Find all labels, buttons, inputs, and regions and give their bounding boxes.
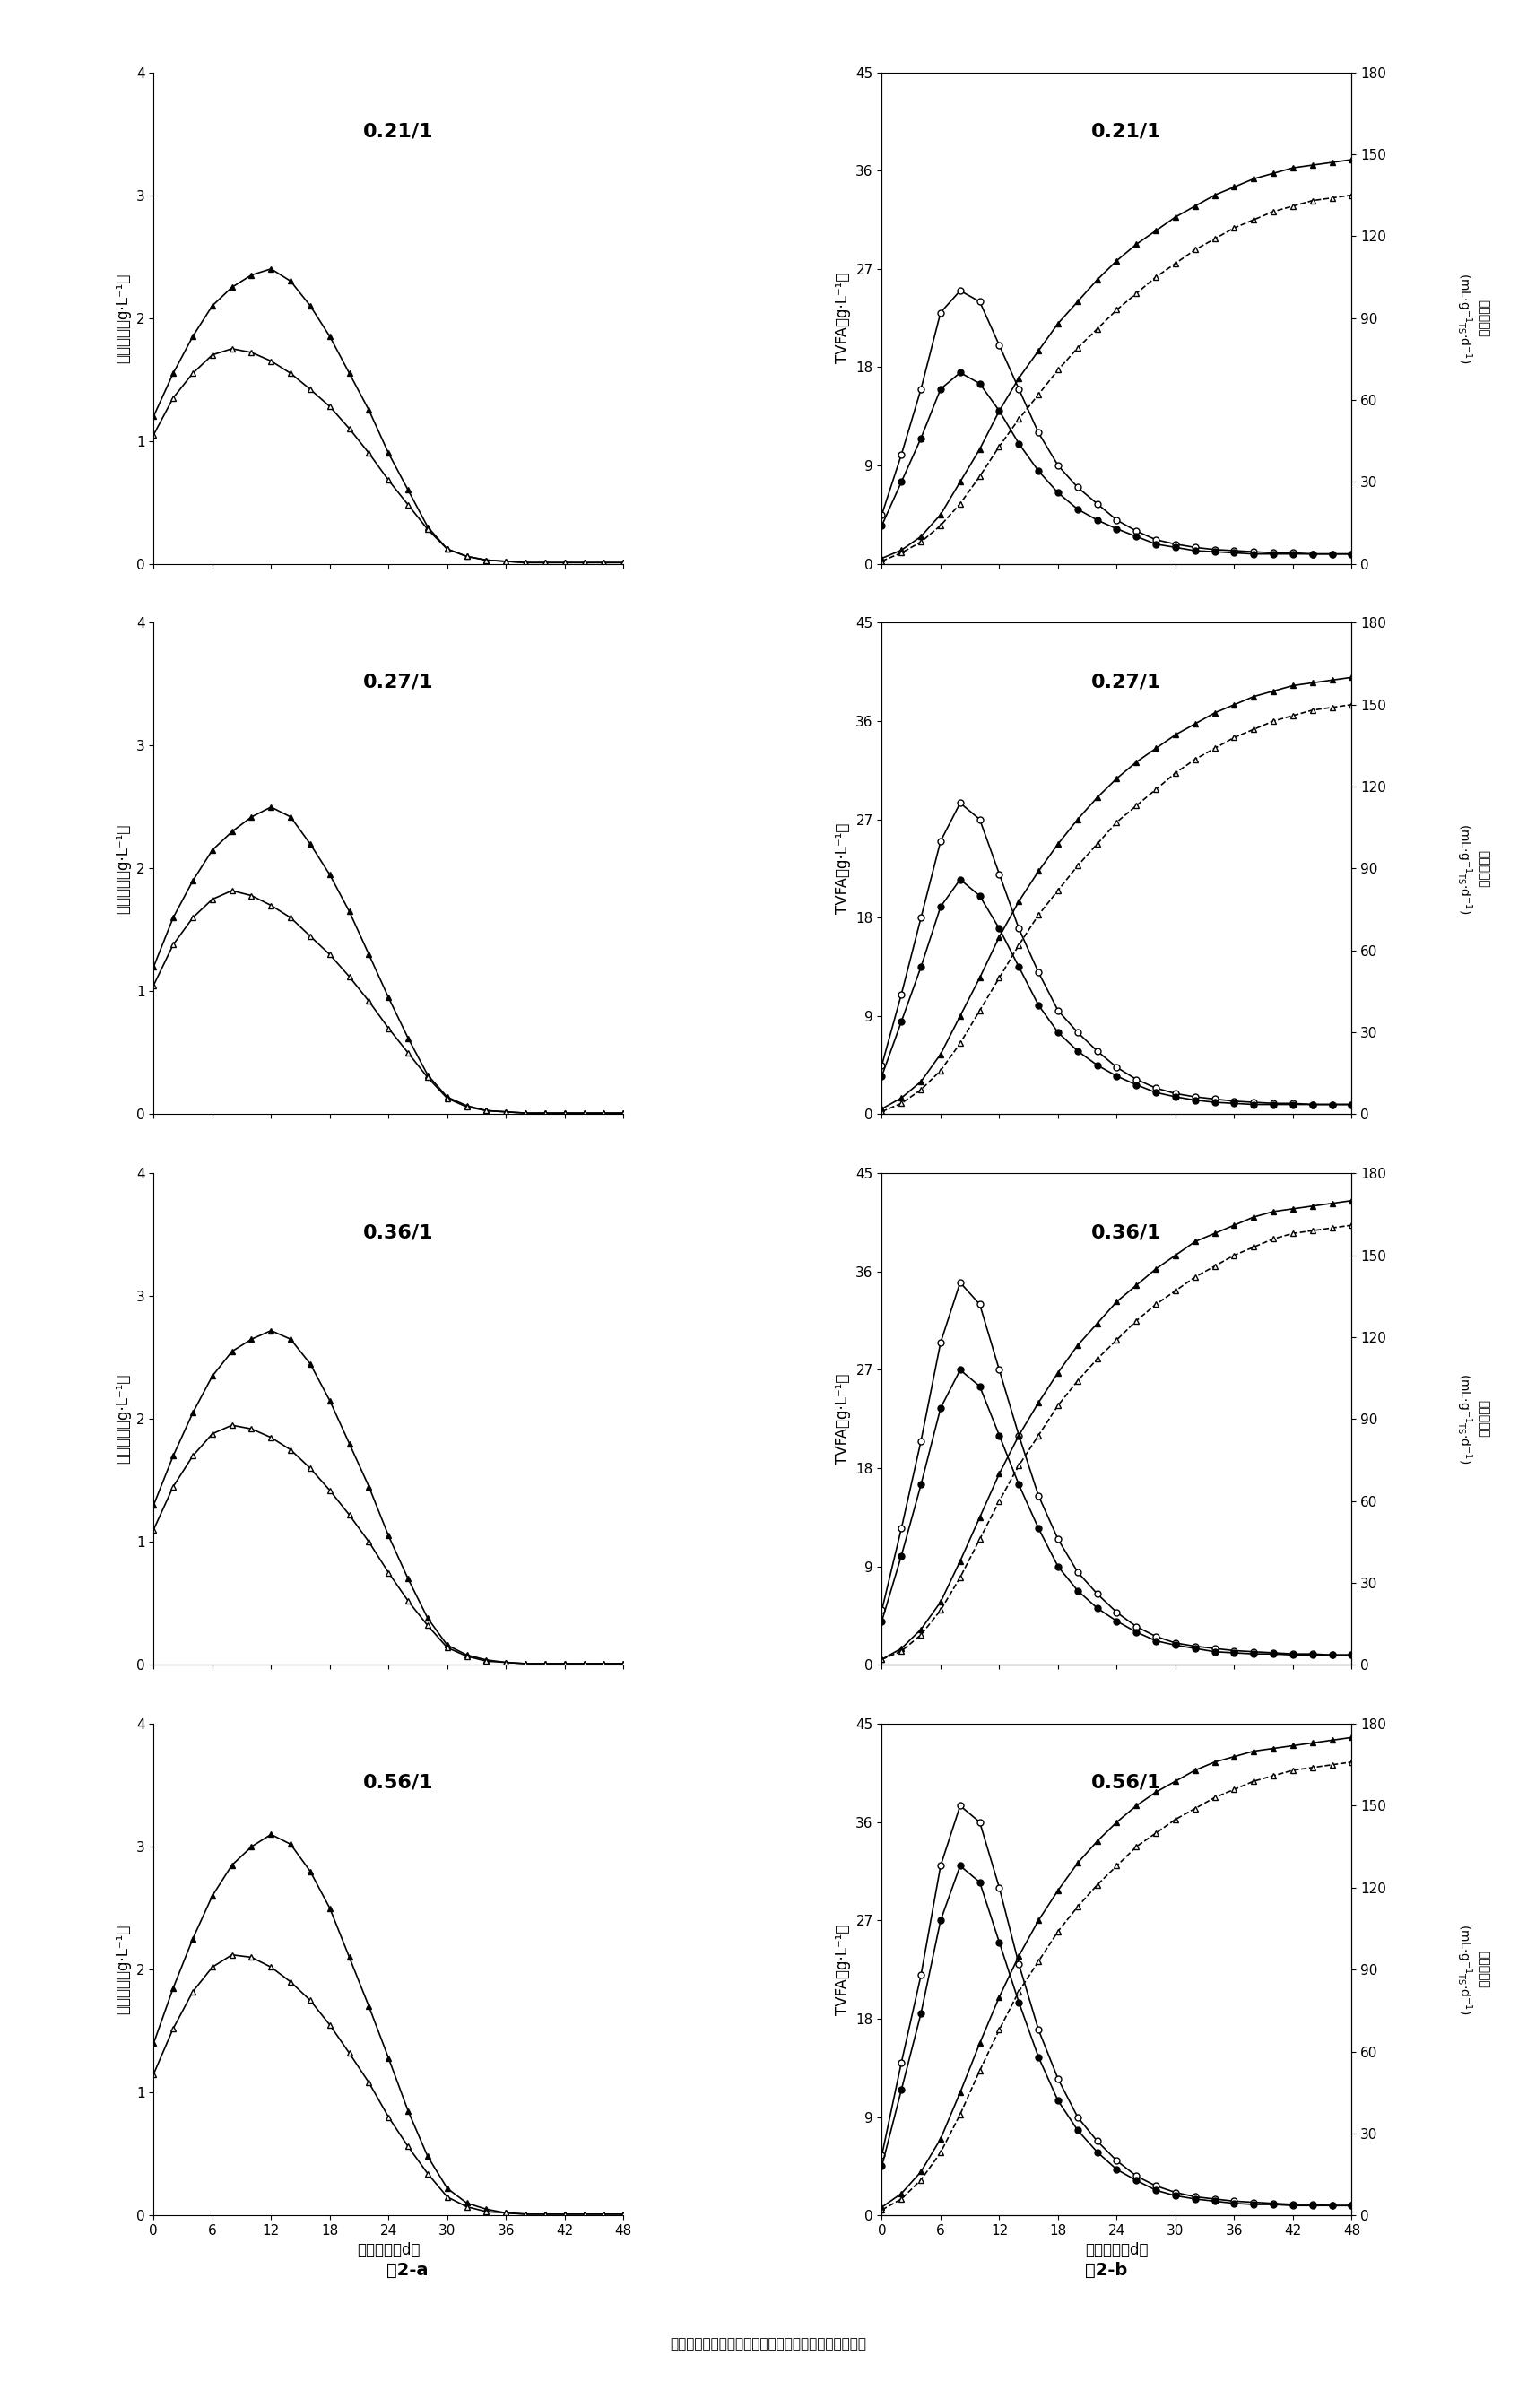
X-axis label: 发酵时间（d）: 发酵时间（d） [356,2242,421,2259]
Y-axis label: 乙醇浓度（g·L⁻¹）: 乙醇浓度（g·L⁻¹） [115,1375,131,1464]
Y-axis label: 甲烷积产量
(mL·g$^{-1}$$_{\mathrm{TS}}$·d$^{-1}$): 甲烷积产量 (mL·g$^{-1}$$_{\mathrm{TS}}$·d$^{-… [1455,1373,1490,1464]
Y-axis label: TVFA（g·L⁻¹）: TVFA（g·L⁻¹） [834,272,851,364]
Y-axis label: 甲烷积产量
(mL·g$^{-1}$$_{\mathrm{TS}}$·d$^{-1}$): 甲烷积产量 (mL·g$^{-1}$$_{\mathrm{TS}}$·d$^{-… [1455,272,1490,364]
Y-axis label: 甲烷积产量
(mL·g$^{-1}$$_{\mathrm{TS}}$·d$^{-1}$): 甲烷积产量 (mL·g$^{-1}$$_{\mathrm{TS}}$·d$^{-… [1455,1924,1490,2015]
Y-axis label: TVFA（g·L⁻¹）: TVFA（g·L⁻¹） [834,1373,851,1464]
Text: 0.56/1: 0.56/1 [362,1775,433,1792]
Y-axis label: 甲烷积产量
(mL·g$^{-1}$$_{\mathrm{TS}}$·d$^{-1}$): 甲烷积产量 (mL·g$^{-1}$$_{\mathrm{TS}}$·d$^{-… [1455,824,1490,915]
Y-axis label: TVFA（g·L⁻¹）: TVFA（g·L⁻¹） [834,1924,851,2015]
Text: 0.36/1: 0.36/1 [362,1223,433,1240]
Text: 0.21/1: 0.21/1 [1091,123,1161,140]
Y-axis label: 乙醇浓度（g·L⁻¹）: 乙醇浓度（g·L⁻¹） [115,824,131,913]
Text: 图2-b: 图2-b [1084,2261,1127,2278]
Text: 注：实心表示实验组数据点；空心表示对照组数据点。: 注：实心表示实验组数据点；空心表示对照组数据点。 [670,2338,866,2350]
Text: 0.27/1: 0.27/1 [1091,672,1161,691]
X-axis label: 发酵时间（d）: 发酵时间（d） [1084,2242,1149,2259]
Text: 图2-a: 图2-a [386,2261,429,2278]
Text: 0.56/1: 0.56/1 [1091,1775,1161,1792]
Y-axis label: TVFA（g·L⁻¹）: TVFA（g·L⁻¹） [834,824,851,915]
Text: 0.36/1: 0.36/1 [1091,1223,1161,1240]
Y-axis label: 乙醇浓度（g·L⁻¹）: 乙醇浓度（g·L⁻¹） [115,272,131,364]
Text: 0.27/1: 0.27/1 [362,672,433,691]
Y-axis label: 乙醇浓度（g·L⁻¹）: 乙醇浓度（g·L⁻¹） [115,1924,131,2015]
Text: 0.21/1: 0.21/1 [362,123,433,140]
